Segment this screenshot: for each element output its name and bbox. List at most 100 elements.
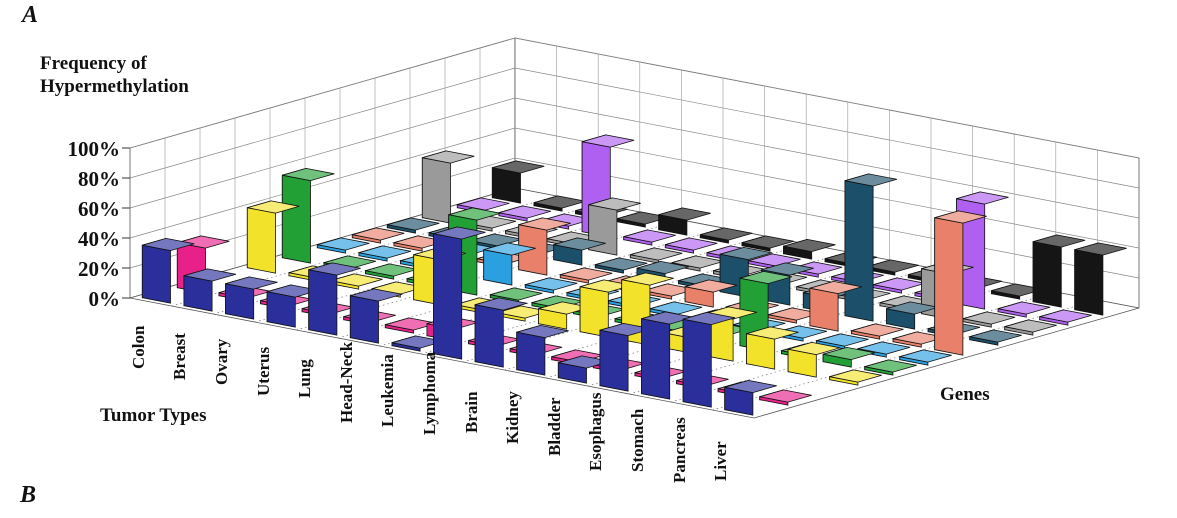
bar	[658, 207, 711, 236]
bar	[899, 349, 952, 366]
bar	[183, 268, 237, 312]
bar	[518, 217, 571, 276]
bar	[969, 329, 1022, 346]
z-tick-label: 20%	[78, 257, 120, 281]
x-tick-label: Head-Neck	[336, 341, 356, 423]
x-axis-title: Tumor Types	[100, 405, 207, 426]
bar	[594, 257, 648, 274]
z-axis-title-line-2: Hypermethylation	[40, 76, 189, 97]
floor-gridline	[379, 235, 765, 347]
bar	[934, 210, 987, 356]
x-tick-label: Stomach	[628, 408, 647, 472]
x-tick-label: Kidney	[503, 391, 523, 445]
x-tick-label: Breast	[170, 333, 190, 381]
bar	[553, 237, 606, 266]
bar	[699, 227, 753, 244]
bar	[664, 237, 718, 254]
bar	[474, 297, 528, 368]
bar	[483, 242, 536, 286]
bar	[892, 331, 946, 348]
bar	[225, 276, 278, 320]
floor-gridline	[670, 291, 1056, 403]
bar	[141, 237, 195, 304]
floor-gridline	[254, 211, 640, 323]
z-tick-label: 60%	[78, 197, 120, 221]
bar	[421, 150, 475, 224]
bar	[1004, 319, 1057, 336]
bar	[1039, 309, 1092, 326]
bar	[684, 279, 738, 308]
bar	[391, 335, 445, 352]
x-tick-label: Lung	[295, 358, 315, 398]
x-tick-label: Pancreas	[669, 417, 689, 484]
bar	[516, 324, 569, 376]
bar	[579, 279, 633, 338]
z-axis-title: Frequency of Hypermethylation	[40, 52, 189, 98]
z-tick-label: 80%	[78, 167, 120, 191]
chart-bars	[141, 134, 1127, 416]
bar	[533, 195, 587, 212]
x-tick-label: Uterus	[253, 347, 273, 397]
panel-label-a: A	[22, 2, 39, 28]
bar	[498, 205, 552, 222]
bar	[748, 253, 801, 270]
z-tick-label: 40%	[78, 227, 120, 251]
bar	[872, 277, 926, 294]
bar	[491, 160, 545, 204]
bar	[741, 235, 795, 252]
bar	[997, 301, 1051, 318]
x-tick-label: Bladder	[544, 397, 564, 456]
x-tick-label: Leukemia	[378, 354, 398, 428]
bar	[433, 226, 486, 360]
bar	[316, 237, 370, 254]
x-tick-label: Brain	[461, 391, 481, 433]
bar	[588, 197, 641, 256]
bar	[629, 247, 683, 264]
bar	[864, 359, 917, 376]
floor-gridline	[712, 299, 1098, 411]
x-tick-label: Lymphoma	[420, 352, 439, 436]
bar	[641, 311, 694, 400]
bar	[767, 307, 821, 324]
bar	[623, 229, 676, 246]
bar	[351, 227, 405, 244]
bar	[358, 245, 412, 262]
bar	[682, 311, 736, 408]
bar	[559, 267, 613, 284]
bar	[829, 369, 882, 386]
bar	[724, 379, 777, 416]
bar	[787, 341, 841, 378]
x-tick-label: Esophagus	[586, 392, 606, 471]
bar	[538, 301, 591, 330]
bar	[746, 326, 799, 370]
y-axis-title: Genes	[940, 384, 990, 405]
floor-gridline	[337, 227, 724, 339]
bar	[349, 288, 403, 344]
bar	[599, 322, 653, 392]
x-tick-label: Colon	[128, 325, 148, 369]
z-tick-label: 0%	[88, 287, 121, 311]
panel-label-b: B	[20, 482, 37, 508]
bar	[1074, 242, 1127, 316]
bar	[851, 323, 904, 340]
bar	[386, 217, 440, 234]
bar	[783, 238, 836, 260]
bar	[886, 301, 939, 330]
bar	[962, 311, 1016, 328]
bar	[1032, 234, 1086, 308]
bar	[759, 389, 812, 406]
bar	[246, 200, 300, 274]
bar	[822, 346, 876, 368]
z-tick-label: 100%	[67, 137, 121, 161]
bar	[384, 317, 438, 334]
bar	[266, 284, 320, 328]
bar	[308, 262, 361, 336]
x-tick-label: Liver	[711, 441, 731, 481]
floor-gridline	[504, 259, 890, 371]
x-tick-label: Ovary	[212, 338, 231, 385]
bar	[816, 333, 869, 350]
bar	[524, 277, 578, 294]
z-axis-title-line-1: Frequency of	[40, 53, 147, 74]
